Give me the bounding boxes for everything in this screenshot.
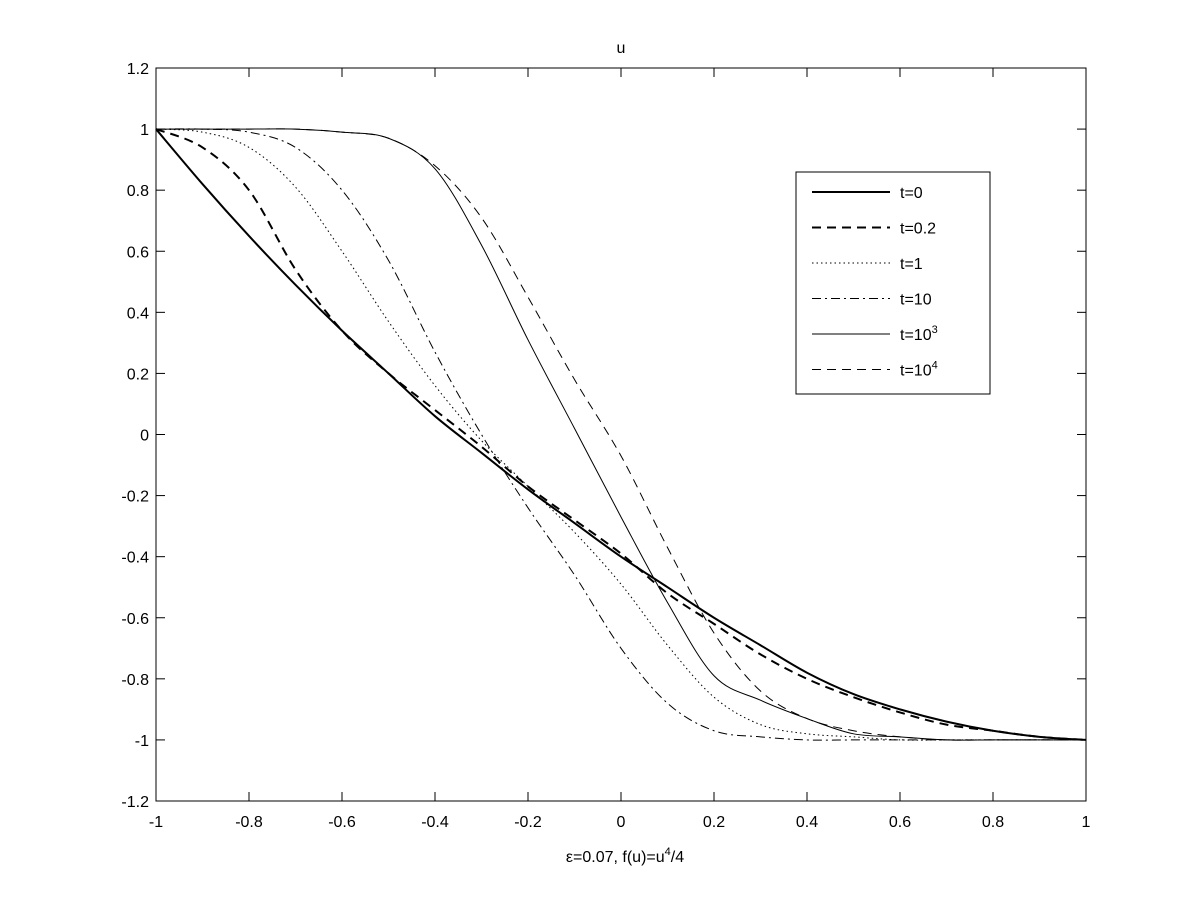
chart-title: u — [617, 40, 626, 57]
legend-label-5: t=104 — [900, 360, 938, 380]
x-tick-label: 0.2 — [703, 814, 725, 831]
y-tick-label: 1.2 — [127, 61, 149, 78]
x-tick-label: -1 — [149, 814, 163, 831]
y-tick-label: 0.6 — [127, 244, 149, 261]
x-tick-label: 0.8 — [982, 814, 1004, 831]
x-tick-label: 1 — [1082, 814, 1091, 831]
y-tick-label: 0.2 — [127, 366, 149, 383]
legend-label-3: t=10 — [900, 292, 932, 309]
plot-frame — [155, 67, 1087, 802]
y-tick-label: 0.8 — [127, 183, 149, 200]
series-line-1 — [155, 128, 1087, 741]
y-tick-label: 0 — [140, 428, 149, 445]
x-tick-label: 0 — [617, 814, 626, 831]
y-tick-label: -0.8 — [121, 672, 149, 689]
legend: t=0 t=0.2 t=1 t=10 t=103 t=104 — [795, 171, 991, 395]
y-tick-label: -0.4 — [121, 550, 149, 567]
y-tick-label: -0.2 — [121, 489, 149, 506]
x-tick-label: 0.4 — [796, 814, 818, 831]
x-tick-label: -0.8 — [235, 814, 263, 831]
x-tick-label: -0.6 — [328, 814, 356, 831]
legend-label-1: t=0.2 — [900, 221, 936, 238]
y-tick-label: 1 — [140, 122, 149, 139]
x-tick-label: -0.4 — [421, 814, 449, 831]
y-tick-label: -0.6 — [121, 611, 149, 628]
legend-label-2: t=1 — [900, 256, 923, 273]
legend-box — [795, 171, 991, 395]
x-tick-label: 0.6 — [889, 814, 911, 831]
y-tick-label: -1 — [135, 733, 149, 750]
legend-label-4: t=103 — [900, 324, 938, 344]
x-tick-label: -0.2 — [514, 814, 542, 831]
y-tick-label: -1.2 — [121, 794, 149, 811]
legend-label-0: t=0 — [900, 185, 923, 202]
series-line-3 — [155, 128, 1086, 741]
y-tick-label: 0.4 — [127, 305, 149, 322]
x-axis-label: ε=0.07, f(u)=u4/4 — [566, 846, 684, 866]
series-line-5 — [156, 128, 1086, 741]
series-line-0 — [155, 128, 1087, 741]
